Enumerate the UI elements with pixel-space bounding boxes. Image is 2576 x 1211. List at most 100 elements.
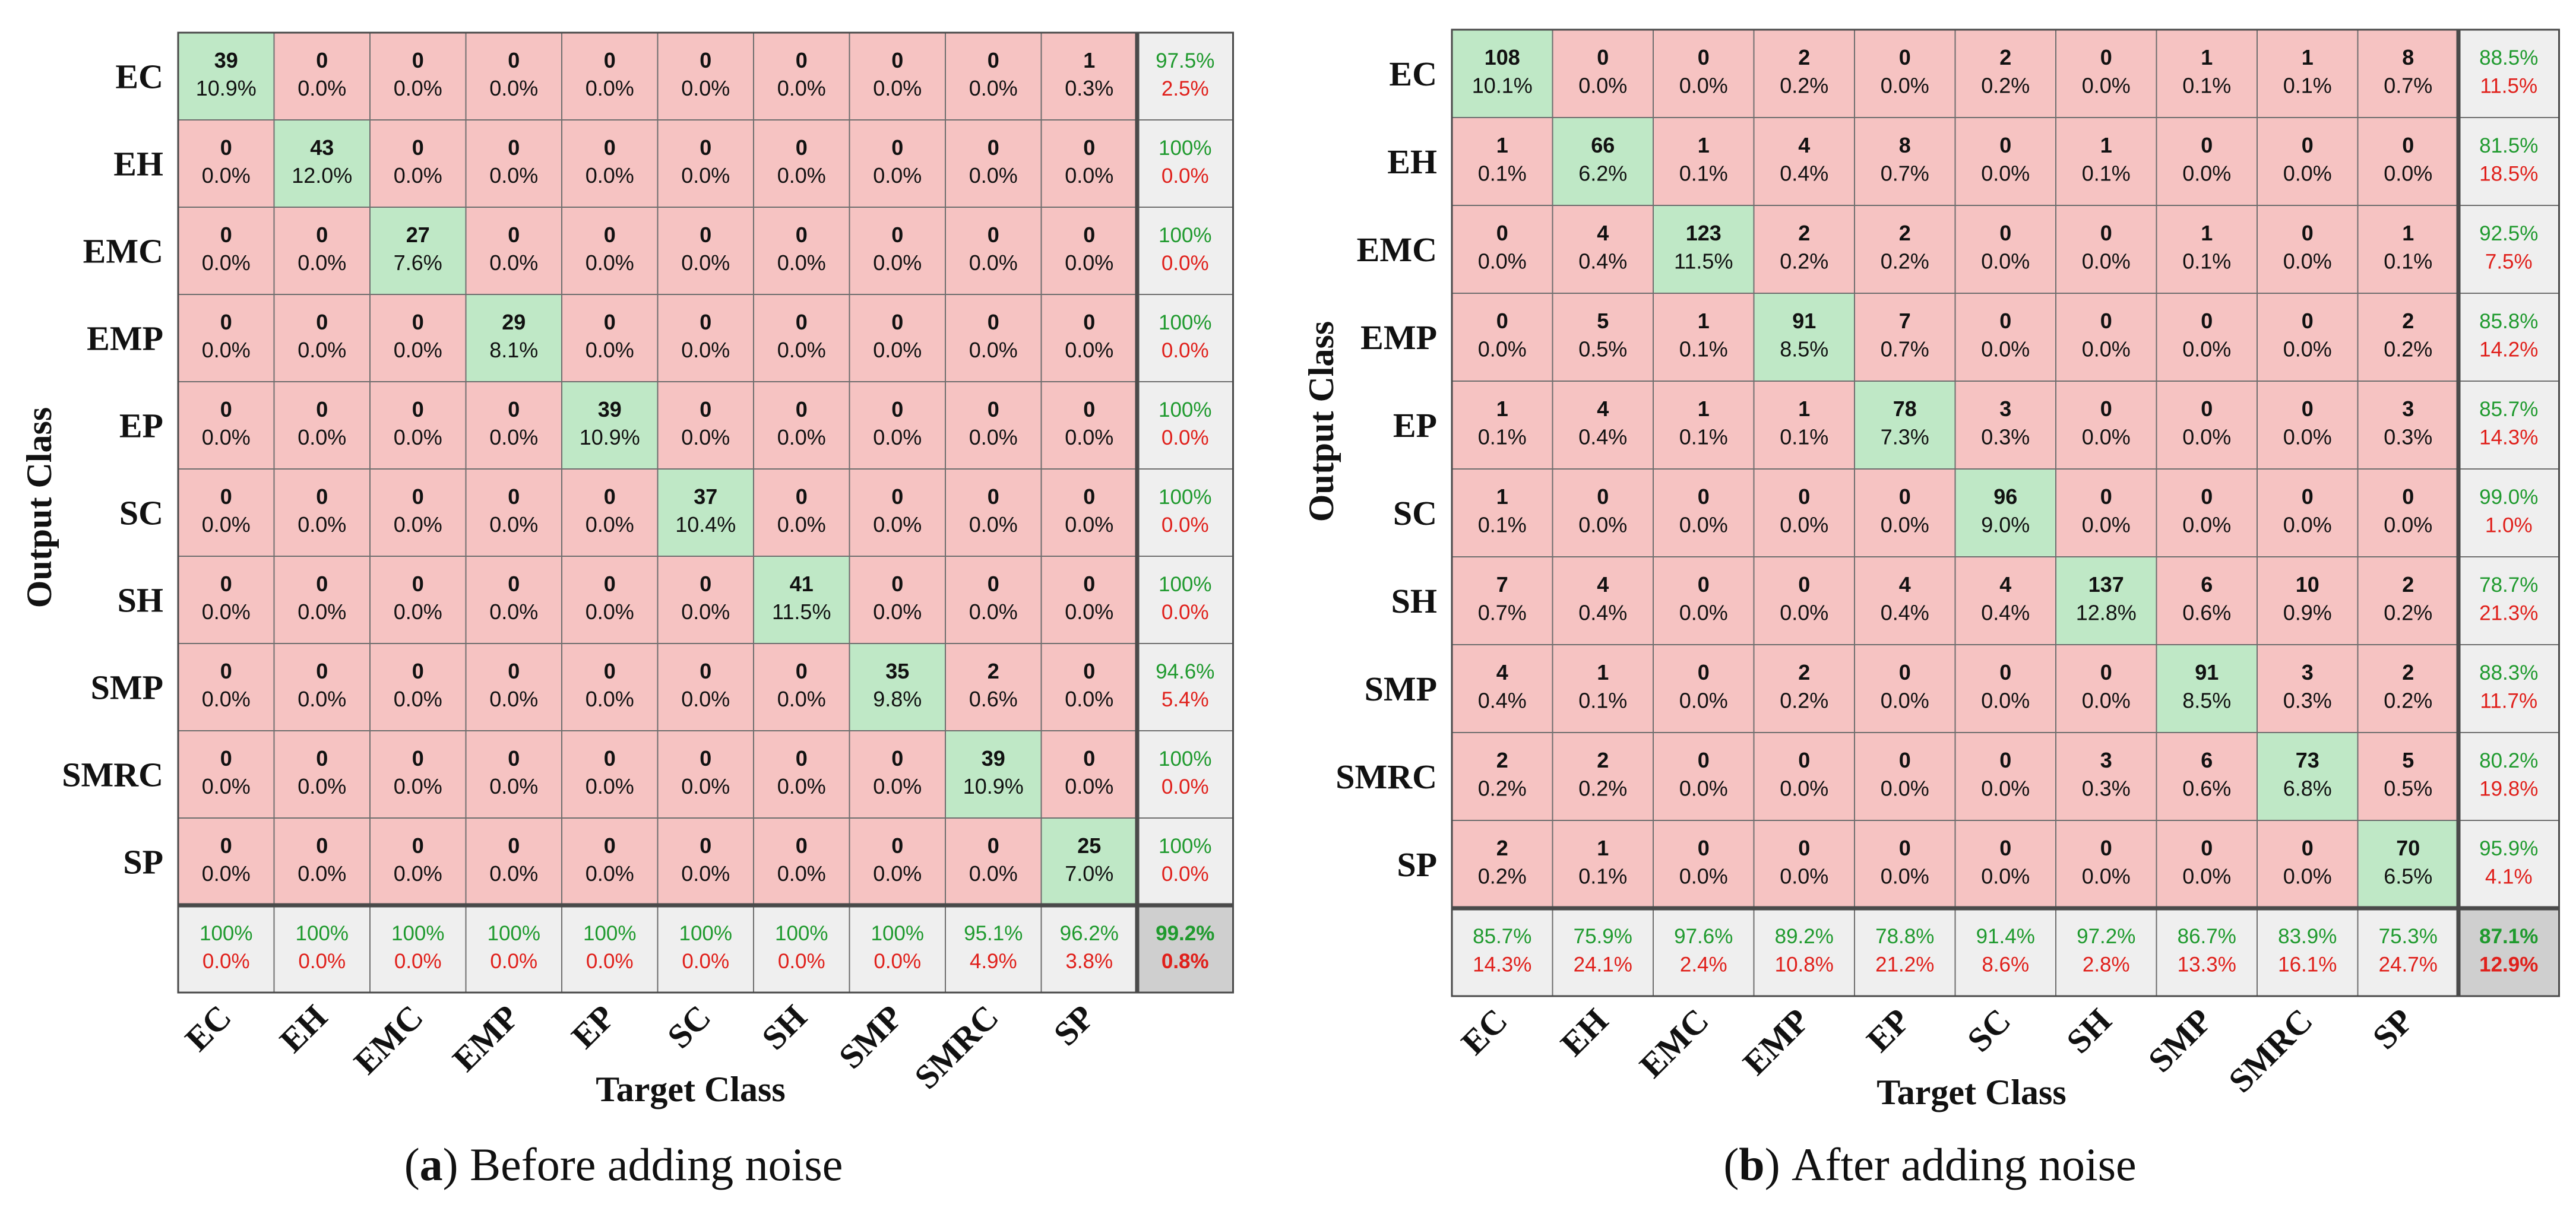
- cell-percent: 0.7%: [2384, 74, 2432, 98]
- cell-count: 1: [1083, 48, 1095, 72]
- matrix-cell: [1552, 644, 1654, 733]
- matrix-cell: [2156, 556, 2258, 645]
- cell-percent: 0.0%: [1065, 600, 1113, 624]
- col-label: SMP: [831, 997, 910, 1076]
- matrix-cell: [849, 294, 946, 382]
- cell-count: 0: [1999, 660, 2011, 684]
- cell-count: 0: [508, 833, 520, 858]
- cell-percent: 0.0%: [2082, 249, 2131, 274]
- cell-count: 0: [1083, 135, 1095, 160]
- cell-count: 0: [2302, 309, 2314, 333]
- cell-count: 0: [2201, 397, 2213, 421]
- col-summary-cell: [465, 905, 562, 993]
- matrix-cell: [1653, 381, 1755, 470]
- col-summary-correct: 75.9%: [1574, 925, 1632, 948]
- cell-percent: 0.0%: [586, 600, 634, 624]
- cell-count: 0: [220, 397, 232, 421]
- row-summary-correct: 100%: [1159, 224, 1212, 247]
- cell-percent: 0.0%: [777, 251, 826, 275]
- cell-percent: 0.0%: [681, 163, 730, 188]
- matrix-cell: [561, 468, 659, 557]
- cell-percent: 7.6%: [394, 251, 442, 275]
- matrix-cell: [369, 207, 467, 295]
- cell-count: 1: [1798, 397, 1810, 421]
- cell-percent: 0.6%: [969, 687, 1018, 711]
- cell-count: 2: [988, 659, 999, 683]
- cell-percent: 9.8%: [873, 687, 922, 711]
- cell-count: 0: [604, 833, 616, 858]
- matrix-cell: [273, 730, 371, 819]
- row-summary-cell: [1137, 468, 1234, 557]
- matrix-cell: [561, 32, 659, 121]
- cell-count: 0: [412, 572, 424, 596]
- cell-count: 0: [988, 310, 999, 334]
- overall-cell: [2458, 908, 2560, 997]
- cell-count: 0: [796, 135, 808, 160]
- matrix-cell: [657, 468, 754, 557]
- cell-count: 4: [1597, 221, 1609, 245]
- cell-percent: 12.8%: [2076, 601, 2137, 625]
- cell-count: 91: [2195, 660, 2219, 684]
- cell-percent: 0.0%: [394, 861, 442, 886]
- matrix-cell: [2055, 820, 2157, 909]
- cell-count: 0: [1698, 45, 1710, 69]
- col-summary-error: 24.1%: [1574, 953, 1632, 977]
- cell-count: 0: [796, 397, 808, 421]
- row-summary-correct: 100%: [1159, 835, 1212, 858]
- cell-percent: 0.0%: [681, 425, 730, 449]
- cell-count: 96: [1993, 484, 2017, 509]
- cell-percent: 0.0%: [1065, 338, 1113, 362]
- cell-percent: 0.0%: [2182, 425, 2231, 449]
- cell-count: 5: [1597, 309, 1609, 333]
- cell-count: 0: [700, 746, 711, 771]
- col-summary-correct: 100%: [295, 922, 349, 945]
- overall-accuracy: 87.1%: [2479, 925, 2538, 948]
- cell-percent: 0.4%: [1478, 689, 1527, 713]
- row-summary-error: 0.0%: [1162, 601, 1209, 624]
- cell-count: 0: [2100, 397, 2112, 421]
- cell-count: 0: [1798, 572, 1810, 597]
- cell-count: 0: [2302, 133, 2314, 157]
- col-summary-correct: 97.6%: [1674, 925, 1733, 948]
- col-label: SH: [754, 997, 814, 1057]
- matrix-cell: [178, 32, 275, 121]
- cell-percent: 0.0%: [2283, 864, 2332, 889]
- row-summary-cell: [2458, 820, 2560, 909]
- row-summary-cell: [1137, 730, 1234, 819]
- matrix-cell: [1753, 556, 1855, 645]
- cell-count: 7: [1899, 309, 1911, 333]
- matrix-cell: [1653, 293, 1755, 382]
- cell-percent: 0.0%: [298, 338, 346, 362]
- cell-count: 4: [1496, 660, 1508, 684]
- matrix-cell: [465, 643, 562, 731]
- confusion-matrix-a: 39 10.9% 0 0.0% 0 0.0% 0 0.0% 0 0.0% 0 0.0% 0 0.0% 0 0.…: [20, 31, 1234, 1190]
- col-label: EH: [272, 997, 334, 1060]
- cell-count: 0: [220, 659, 232, 683]
- col-summary-correct: 96.2%: [1060, 922, 1119, 945]
- cell-percent: 0.0%: [969, 251, 1018, 275]
- cell-count: 0: [891, 310, 903, 334]
- col-label: EC: [178, 997, 239, 1058]
- matrix-cell: [2156, 468, 2258, 557]
- cell-count: 0: [316, 223, 328, 247]
- matrix-cell: [273, 119, 371, 208]
- cell-count: 2: [2402, 309, 2414, 333]
- matrix-cell: [369, 381, 467, 470]
- row-label: EC: [1389, 55, 1437, 93]
- matrix-cell: [2357, 293, 2459, 382]
- y-axis-title: Output Class: [20, 407, 59, 608]
- cell-percent: 0.2%: [1881, 249, 1929, 274]
- cell-percent: 12.0%: [292, 163, 352, 188]
- row-summary-correct: 94.6%: [1156, 660, 1214, 683]
- cell-count: 0: [316, 833, 328, 858]
- col-label: SP: [2365, 1001, 2421, 1057]
- row-summary-correct: 100%: [1159, 137, 1212, 160]
- cell-percent: 0.0%: [1679, 74, 1728, 98]
- matrix-cell: [2357, 117, 2459, 206]
- matrix-cell: [753, 294, 850, 382]
- matrix-cell: [273, 32, 371, 121]
- cell-percent: 0.0%: [394, 163, 442, 188]
- cell-count: 29: [502, 310, 526, 334]
- matrix-cell: [2156, 381, 2258, 470]
- row-label: SP: [1397, 845, 1437, 884]
